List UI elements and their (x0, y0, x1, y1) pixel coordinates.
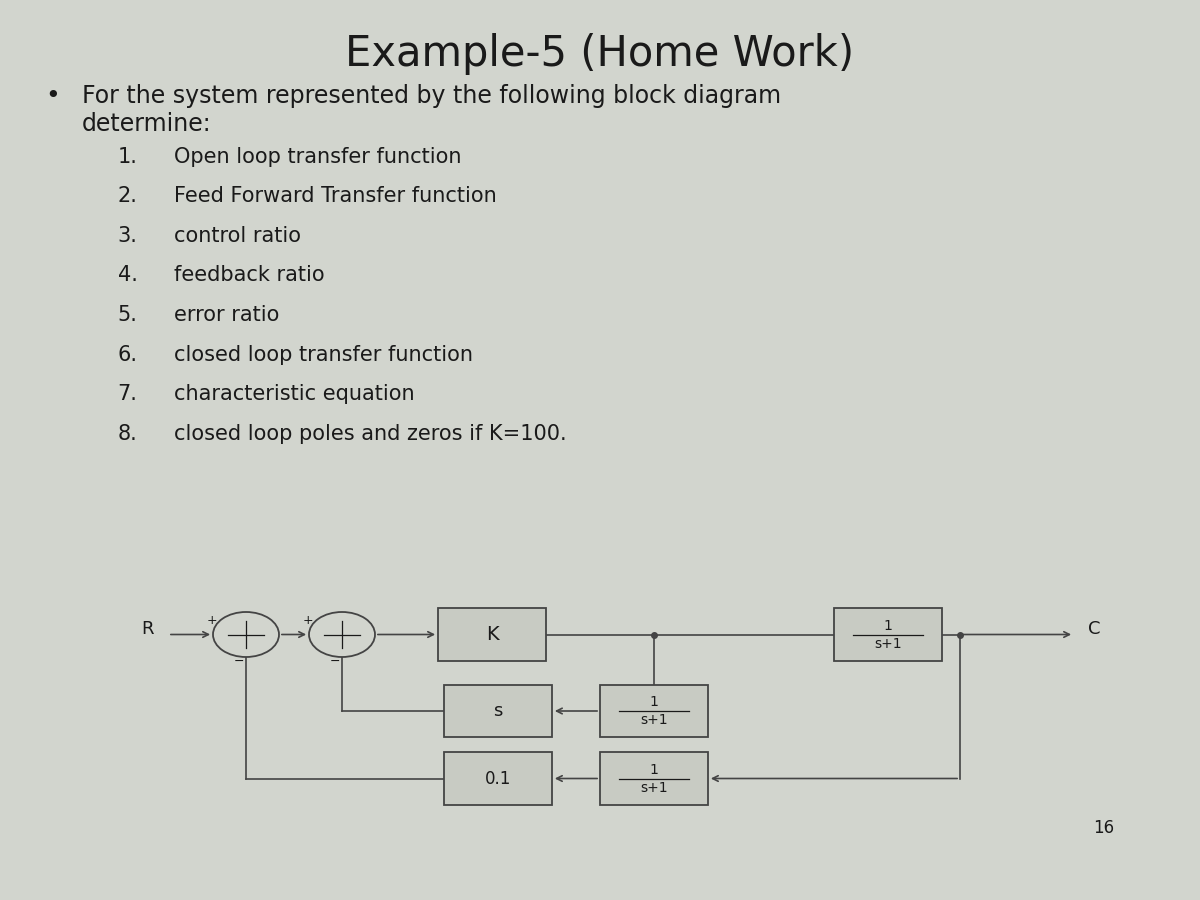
Text: 1: 1 (883, 618, 893, 633)
Text: K: K (486, 625, 498, 644)
Text: closed loop transfer function: closed loop transfer function (174, 345, 473, 364)
Text: 8.: 8. (118, 424, 137, 444)
Ellipse shape (308, 612, 374, 657)
FancyBboxPatch shape (834, 608, 942, 661)
Text: error ratio: error ratio (174, 305, 280, 325)
Text: C: C (1088, 620, 1100, 638)
Text: 2.: 2. (118, 186, 138, 206)
Text: 1.: 1. (118, 147, 138, 166)
Text: control ratio: control ratio (174, 226, 301, 246)
Text: 5.: 5. (118, 305, 138, 325)
Text: determine:: determine: (82, 112, 211, 136)
Text: •: • (46, 85, 60, 108)
Text: closed loop poles and zeros if K=100.: closed loop poles and zeros if K=100. (174, 424, 566, 444)
FancyBboxPatch shape (600, 752, 708, 805)
Text: 1: 1 (649, 695, 659, 709)
Text: 4.: 4. (118, 266, 138, 285)
FancyBboxPatch shape (444, 752, 552, 805)
Text: 7.: 7. (118, 384, 138, 404)
Text: 1: 1 (649, 762, 659, 777)
Text: For the system represented by the following block diagram: For the system represented by the follow… (82, 85, 781, 108)
Text: Open loop transfer function: Open loop transfer function (174, 147, 462, 166)
Text: 16: 16 (1093, 819, 1115, 837)
Text: 3.: 3. (118, 226, 138, 246)
Text: Example-5 (Home Work): Example-5 (Home Work) (346, 33, 854, 75)
Text: s+1: s+1 (640, 781, 668, 795)
Ellipse shape (214, 612, 278, 657)
Text: characteristic equation: characteristic equation (174, 384, 415, 404)
Text: s+1: s+1 (874, 637, 902, 651)
Text: s: s (493, 702, 503, 720)
FancyBboxPatch shape (600, 685, 708, 737)
Text: +: + (206, 615, 217, 627)
Text: 6.: 6. (118, 345, 138, 364)
Text: R: R (142, 620, 154, 638)
Text: −: − (329, 655, 340, 668)
Text: s+1: s+1 (640, 714, 668, 727)
Text: −: − (233, 655, 244, 668)
Text: +: + (302, 615, 313, 627)
FancyBboxPatch shape (444, 685, 552, 737)
FancyBboxPatch shape (438, 608, 546, 661)
Text: Feed Forward Transfer function: Feed Forward Transfer function (174, 186, 497, 206)
Text: 0.1: 0.1 (485, 770, 511, 788)
Text: feedback ratio: feedback ratio (174, 266, 325, 285)
